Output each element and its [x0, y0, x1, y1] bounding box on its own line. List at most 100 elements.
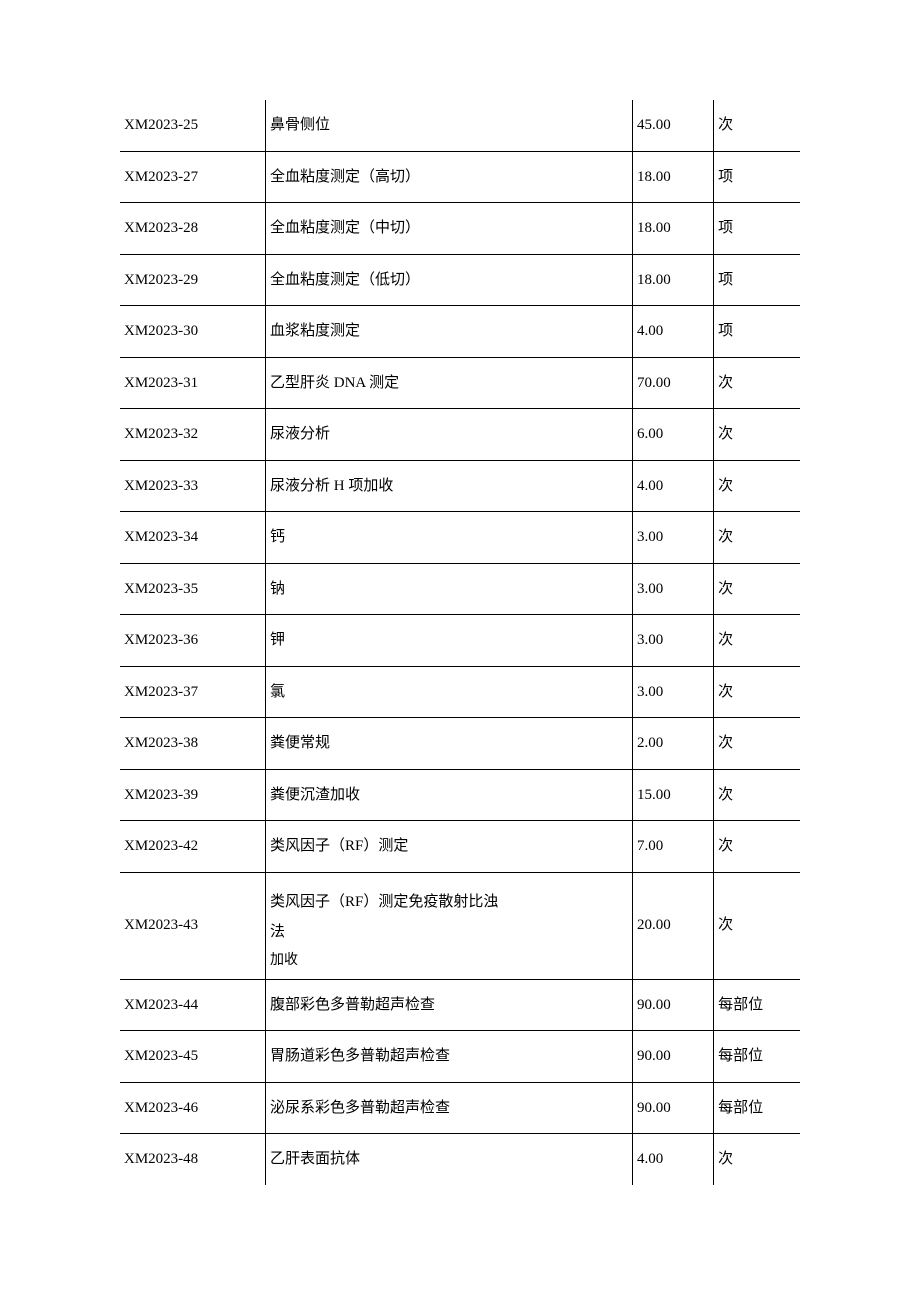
table-row: XM2023-46 泌尿系彩色多普勒超声检查 90.00 每部位	[120, 1082, 800, 1134]
cell-code: XM2023-45	[120, 1031, 266, 1083]
cell-unit: 次	[714, 718, 800, 770]
name-line-2: 法	[270, 924, 285, 940]
table-row: XM2023-35 钠 3.00 次	[120, 563, 800, 615]
table-row: XM2023-32 尿液分析 6.00 次	[120, 409, 800, 461]
cell-price: 18.00	[633, 254, 714, 306]
cell-price: 18.00	[633, 151, 714, 203]
table-row: XM2023-38 粪便常规 2.00 次	[120, 718, 800, 770]
cell-code: XM2023-30	[120, 306, 266, 358]
cell-price: 7.00	[633, 821, 714, 873]
cell-price: 4.00	[633, 1134, 714, 1185]
cell-price: 90.00	[633, 1082, 714, 1134]
cell-name: 尿液分析	[266, 409, 633, 461]
cell-price: 90.00	[633, 1031, 714, 1083]
cell-unit: 次	[714, 1134, 800, 1185]
cell-price: 45.00	[633, 100, 714, 151]
cell-name: 乙肝表面抗体	[266, 1134, 633, 1185]
cell-code: XM2023-46	[120, 1082, 266, 1134]
cell-price: 4.00	[633, 306, 714, 358]
cell-price: 2.00	[633, 718, 714, 770]
table-row: XM2023-34 钙 3.00 次	[120, 512, 800, 564]
cell-name: 类风因子（RF）测定	[266, 821, 633, 873]
cell-price: 90.00	[633, 979, 714, 1031]
cell-name: 全血粘度测定（中切）	[266, 203, 633, 255]
cell-name: 类风因子（RF）测定免疫散射比浊 法 加收	[266, 872, 633, 979]
cell-unit: 次	[714, 100, 800, 151]
cell-price: 6.00	[633, 409, 714, 461]
cell-name: 全血粘度测定（高切）	[266, 151, 633, 203]
cell-unit: 项	[714, 203, 800, 255]
table-row: XM2023-37 氯 3.00 次	[120, 666, 800, 718]
cell-price: 18.00	[633, 203, 714, 255]
table-row: XM2023-29 全血粘度测定（低切） 18.00 项	[120, 254, 800, 306]
cell-unit: 每部位	[714, 979, 800, 1031]
table-row: XM2023-31 乙型肝炎 DNA 测定 70.00 次	[120, 357, 800, 409]
cell-unit: 每部位	[714, 1031, 800, 1083]
cell-code: XM2023-25	[120, 100, 266, 151]
cell-price: 20.00	[633, 872, 714, 979]
cell-price: 3.00	[633, 615, 714, 667]
cell-code: XM2023-36	[120, 615, 266, 667]
table-row: XM2023-25 鼻骨侧位 45.00 次	[120, 100, 800, 151]
cell-name: 乙型肝炎 DNA 测定	[266, 357, 633, 409]
name-line-3: 加收	[270, 947, 628, 965]
cell-name: 钾	[266, 615, 633, 667]
cell-price: 3.00	[633, 563, 714, 615]
name-line-1: 类风因子（RF）测定免疫散射比浊	[270, 894, 498, 910]
cell-code: XM2023-44	[120, 979, 266, 1031]
cell-code: XM2023-32	[120, 409, 266, 461]
cell-unit: 次	[714, 460, 800, 512]
cell-unit: 次	[714, 615, 800, 667]
table-row: XM2023-36 钾 3.00 次	[120, 615, 800, 667]
cell-name: 鼻骨侧位	[266, 100, 633, 151]
cell-code: XM2023-43	[120, 872, 266, 979]
cell-code: XM2023-34	[120, 512, 266, 564]
cell-name: 腹部彩色多普勒超声检查	[266, 979, 633, 1031]
cell-unit: 次	[714, 872, 800, 979]
cell-code: XM2023-38	[120, 718, 266, 770]
price-table: XM2023-25 鼻骨侧位 45.00 次 XM2023-27 全血粘度测定（…	[120, 100, 800, 1185]
cell-unit: 项	[714, 151, 800, 203]
cell-price: 70.00	[633, 357, 714, 409]
cell-code: XM2023-27	[120, 151, 266, 203]
cell-name: 氯	[266, 666, 633, 718]
cell-unit: 项	[714, 254, 800, 306]
cell-code: XM2023-33	[120, 460, 266, 512]
cell-unit: 次	[714, 821, 800, 873]
table-row: XM2023-33 尿液分析 H 项加收 4.00 次	[120, 460, 800, 512]
cell-unit: 项	[714, 306, 800, 358]
cell-name: 尿液分析 H 项加收	[266, 460, 633, 512]
cell-name: 全血粘度测定（低切）	[266, 254, 633, 306]
table-row: XM2023-45 胃肠道彩色多普勒超声检查 90.00 每部位	[120, 1031, 800, 1083]
cell-name: 胃肠道彩色多普勒超声检查	[266, 1031, 633, 1083]
cell-code: XM2023-28	[120, 203, 266, 255]
cell-name: 钠	[266, 563, 633, 615]
cell-unit: 次	[714, 512, 800, 564]
cell-name: 血浆粘度测定	[266, 306, 633, 358]
cell-code: XM2023-35	[120, 563, 266, 615]
cell-code: XM2023-48	[120, 1134, 266, 1185]
cell-unit: 每部位	[714, 1082, 800, 1134]
cell-unit: 次	[714, 769, 800, 821]
cell-unit: 次	[714, 357, 800, 409]
cell-name: 泌尿系彩色多普勒超声检查	[266, 1082, 633, 1134]
cell-code: XM2023-29	[120, 254, 266, 306]
cell-name: 粪便沉渣加收	[266, 769, 633, 821]
table-row: XM2023-28 全血粘度测定（中切） 18.00 项	[120, 203, 800, 255]
cell-code: XM2023-39	[120, 769, 266, 821]
table-row: XM2023-39 粪便沉渣加收 15.00 次	[120, 769, 800, 821]
table-row: XM2023-27 全血粘度测定（高切） 18.00 项	[120, 151, 800, 203]
table-row: XM2023-44 腹部彩色多普勒超声检查 90.00 每部位	[120, 979, 800, 1031]
table-row: XM2023-30 血浆粘度测定 4.00 项	[120, 306, 800, 358]
cell-name: 粪便常规	[266, 718, 633, 770]
cell-unit: 次	[714, 666, 800, 718]
cell-price: 15.00	[633, 769, 714, 821]
table-body: XM2023-25 鼻骨侧位 45.00 次 XM2023-27 全血粘度测定（…	[120, 100, 800, 1185]
cell-price: 3.00	[633, 512, 714, 564]
cell-unit: 次	[714, 409, 800, 461]
table-row: XM2023-43 类风因子（RF）测定免疫散射比浊 法 加收 20.00 次	[120, 872, 800, 979]
cell-name: 钙	[266, 512, 633, 564]
cell-unit: 次	[714, 563, 800, 615]
cell-price: 3.00	[633, 666, 714, 718]
cell-price: 4.00	[633, 460, 714, 512]
